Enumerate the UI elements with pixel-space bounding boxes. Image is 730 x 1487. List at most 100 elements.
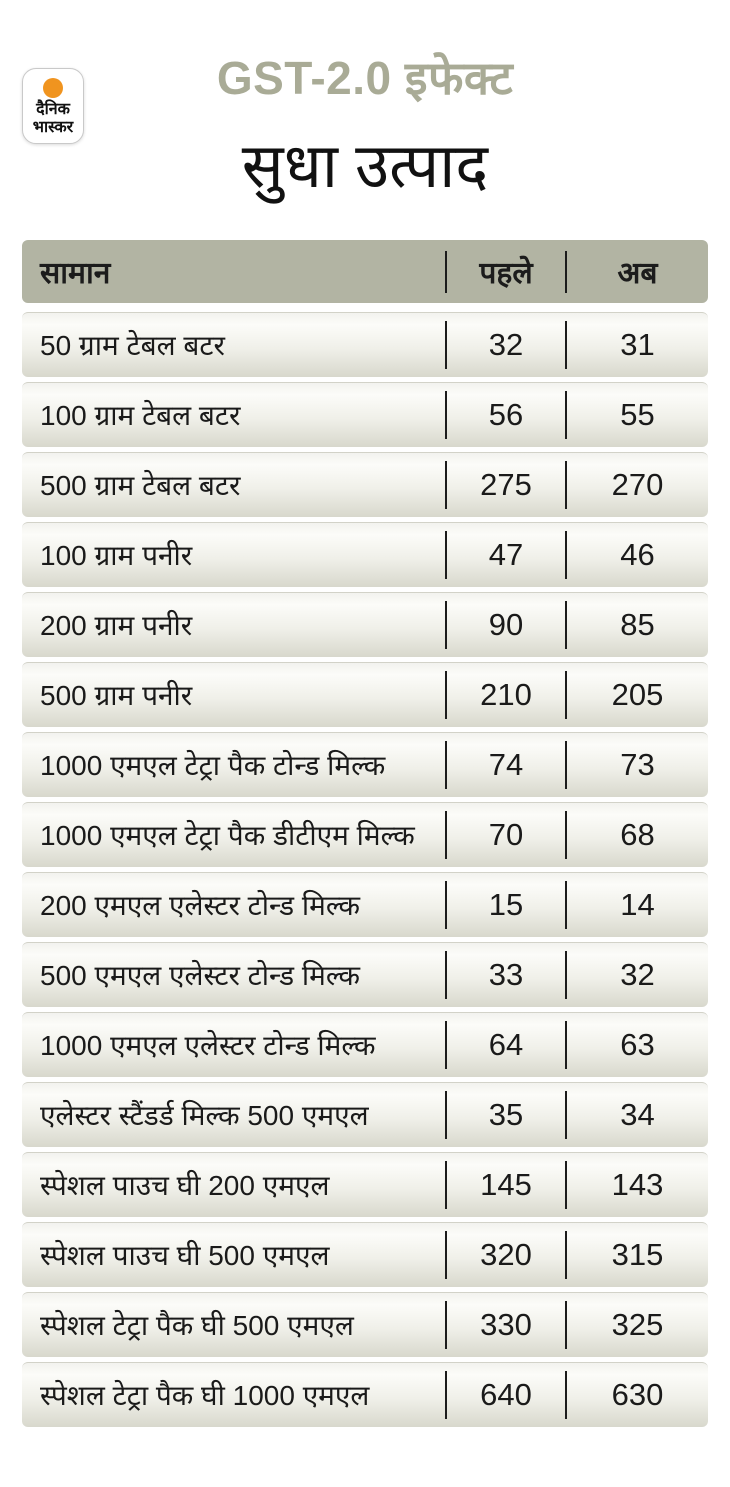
column-divider <box>565 881 567 929</box>
item-name: 100 ग्राम टेबल बटर <box>40 400 241 431</box>
column-divider <box>445 1021 447 1069</box>
column-divider <box>445 1161 447 1209</box>
table-row: 1000 एमएल एलेस्टर टोन्ड मिल्क 64 63 <box>22 1012 708 1077</box>
table-row: 1000 एमएल टेट्रा पैक टोन्ड मिल्क 74 73 <box>22 732 708 797</box>
price-before: 70 <box>488 817 524 852</box>
price-after: 63 <box>620 1027 655 1062</box>
column-divider <box>445 1371 447 1419</box>
price-after: 270 <box>611 467 664 502</box>
column-divider <box>445 951 447 999</box>
price-after: 315 <box>611 1237 664 1272</box>
table-header-row: सामान पहले अब <box>22 240 708 303</box>
price-before: 90 <box>488 607 524 642</box>
item-name: 200 एमएल एलेस्टर टोन्ड मिल्क <box>40 890 360 921</box>
column-divider <box>445 601 447 649</box>
logo-text-line2: भास्कर <box>32 119 74 136</box>
price-before: 32 <box>488 327 524 362</box>
column-divider <box>565 671 567 719</box>
price-after: 46 <box>620 537 655 572</box>
table-row: 500 ग्राम टेबल बटर 275 270 <box>22 452 708 517</box>
price-before: 640 <box>480 1377 532 1412</box>
item-name: स्पेशल पाउच घी 500 एमएल <box>40 1240 330 1271</box>
kicker-title: GST-2.0 इफेक्ट <box>216 52 514 104</box>
price-after: 205 <box>611 677 664 712</box>
column-header-item: सामान <box>40 257 111 290</box>
price-before: 33 <box>488 957 524 992</box>
table-row: 1000 एमएल टेट्रा पैक डीटीएम मिल्क 70 68 <box>22 802 708 867</box>
item-name: 500 एमएल एलेस्टर टोन्ड मिल्क <box>40 960 360 991</box>
item-name: 1000 एमएल टेट्रा पैक डीटीएम मिल्क <box>40 820 415 851</box>
price-before: 330 <box>480 1307 532 1342</box>
table-row: 500 एमएल एलेस्टर टोन्ड मिल्क 33 32 <box>22 942 708 1007</box>
column-divider <box>565 1091 567 1139</box>
column-header-after: अब <box>617 257 658 290</box>
column-divider <box>565 1301 567 1349</box>
price-after: 31 <box>620 327 655 362</box>
column-divider <box>565 250 567 293</box>
item-name: स्पेशल टेट्रा पैक घी 1000 एमएल <box>40 1380 370 1411</box>
price-after: 34 <box>620 1097 655 1132</box>
item-name: स्पेशल टेट्रा पैक घी 500 एमएल <box>40 1310 354 1341</box>
price-after: 55 <box>620 397 655 432</box>
item-name: 200 ग्राम पनीर <box>40 610 193 641</box>
item-name: 50 ग्राम टेबल बटर <box>40 330 225 361</box>
column-divider <box>565 1161 567 1209</box>
price-before: 15 <box>488 887 524 922</box>
column-divider <box>445 250 447 293</box>
price-before: 56 <box>488 397 524 432</box>
column-divider <box>445 321 447 369</box>
dainik-bhaskar-logo: दैनिक भास्कर <box>22 68 84 144</box>
price-after: 630 <box>611 1377 664 1412</box>
price-after: 73 <box>620 747 655 782</box>
column-divider <box>565 321 567 369</box>
logo-sun-icon <box>43 78 63 98</box>
price-after: 143 <box>611 1167 664 1202</box>
price-after: 14 <box>620 887 655 922</box>
logo-text-line1: दैनिक <box>36 101 70 118</box>
infographic-page: दैनिक भास्कर GST-2.0 इफेक्ट सुधा उत्पाद … <box>0 46 730 1427</box>
table-row: स्पेशल टेट्रा पैक घी 500 एमएल 330 325 <box>22 1292 708 1357</box>
table-row: 50 ग्राम टेबल बटर 32 31 <box>22 312 708 377</box>
price-before: 35 <box>488 1097 524 1132</box>
table-body: 50 ग्राम टेबल बटर 32 31 100 ग्राम टेबल बटर 5… <box>22 312 708 1427</box>
column-divider <box>445 461 447 509</box>
column-divider <box>565 531 567 579</box>
column-header-before: पहले <box>479 257 533 290</box>
item-name: 500 ग्राम पनीर <box>40 680 193 711</box>
table-row: 500 ग्राम पनीर 210 205 <box>22 662 708 727</box>
price-after: 85 <box>620 607 655 642</box>
column-divider <box>565 1021 567 1069</box>
item-name: स्पेशल पाउच घी 200 एमएल <box>40 1170 330 1201</box>
item-name: 1000 एमएल एलेस्टर टोन्ड मिल्क <box>40 1030 376 1061</box>
column-divider <box>445 1091 447 1139</box>
price-before: 47 <box>488 537 524 572</box>
column-divider <box>445 671 447 719</box>
column-divider <box>445 881 447 929</box>
column-divider <box>565 1231 567 1279</box>
table-row: 200 एमएल एलेस्टर टोन्ड मिल्क 15 14 <box>22 872 708 937</box>
price-before: 210 <box>480 677 532 712</box>
table-row: 100 ग्राम टेबल बटर 56 55 <box>22 382 708 447</box>
table-row: 200 ग्राम पनीर 90 85 <box>22 592 708 657</box>
item-name: 1000 एमएल टेट्रा पैक टोन्ड मिल्क <box>40 750 386 781</box>
page-title: सुधा उत्पाद <box>241 132 489 201</box>
column-divider <box>565 1371 567 1419</box>
price-after: 68 <box>620 817 655 852</box>
table-row: स्पेशल पाउच घी 200 एमएल 145 143 <box>22 1152 708 1217</box>
column-divider <box>445 1301 447 1349</box>
column-divider <box>445 741 447 789</box>
column-divider <box>565 601 567 649</box>
price-before: 275 <box>480 467 532 502</box>
column-divider <box>445 1231 447 1279</box>
column-divider <box>565 391 567 439</box>
column-divider <box>565 951 567 999</box>
column-divider <box>565 811 567 859</box>
table-row: 100 ग्राम पनीर 47 46 <box>22 522 708 587</box>
price-before: 145 <box>480 1167 532 1202</box>
table-row: स्पेशल पाउच घी 500 एमएल 320 315 <box>22 1222 708 1287</box>
column-divider <box>565 741 567 789</box>
price-before: 74 <box>488 747 524 782</box>
column-divider <box>565 461 567 509</box>
column-divider <box>445 391 447 439</box>
item-name: एलेस्टर स्टैंडर्ड मिल्क 500 एमएल <box>40 1100 369 1131</box>
